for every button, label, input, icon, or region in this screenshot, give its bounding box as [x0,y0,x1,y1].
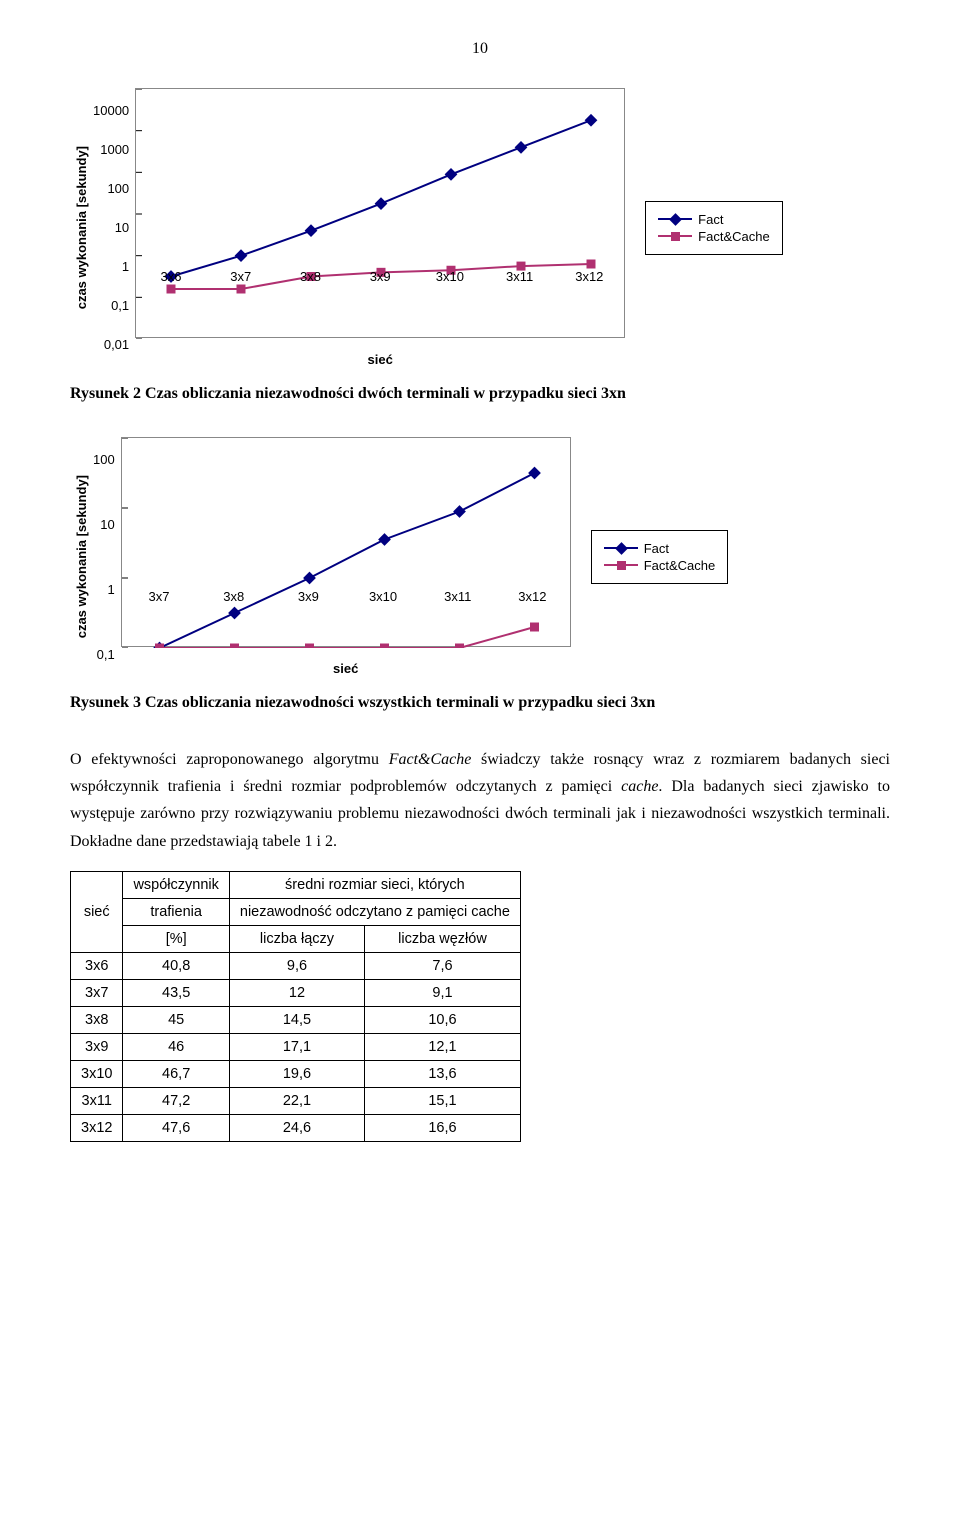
table-cell: 7,6 [365,952,521,979]
table-cell: 3x6 [71,952,123,979]
legend-item: Fact&Cache [604,558,716,573]
table-cell: 16,6 [365,1114,521,1141]
table-cell: 47,6 [123,1114,229,1141]
table-cell: 3x9 [71,1033,123,1060]
table-row: 3x84514,510,6 [71,1006,521,1033]
body-paragraph: O efektywności zaproponowanego algorytmu… [70,746,890,855]
ytick: 100 [93,452,115,467]
ytick: 0,01 [104,337,129,352]
xtick: 3x8 [276,269,346,284]
table-cell: 3x11 [71,1087,123,1114]
table-row: 3x1147,222,115,1 [71,1087,521,1114]
table-cell: 12 [229,979,364,1006]
legend-item: Fact&Cache [658,229,770,244]
th-laczy: liczba łączy [229,925,364,952]
table-row: 3x94617,112,1 [71,1033,521,1060]
legend-item: Fact [658,212,770,227]
table-row: 3x640,89,67,6 [71,952,521,979]
legend-label: Fact&Cache [644,558,716,573]
xtick: 3x10 [346,589,421,604]
legend-label: Fact [644,541,669,556]
figure3-caption: Rysunek 3 Czas obliczania niezawodności … [70,694,890,712]
table-cell: 13,6 [365,1060,521,1087]
ytick: 100 [107,181,129,196]
chart1-xticks: 3x63x73x83x93x103x113x12 [136,269,624,284]
th-cache: niezawodność odczytano z pamięci cache [229,898,520,925]
xtick: 3x9 [345,269,415,284]
table-row: 3x743,5129,1 [71,979,521,1006]
diamond-icon [604,547,638,549]
table-row: 3x1046,719,613,6 [71,1060,521,1087]
chart2-ylabel: czas wykonania [sekundy] [70,475,93,638]
xtick: 3x11 [420,589,495,604]
xtick: 3x7 [122,589,197,604]
chart-1: czas wykonania [sekundy] 100001000100101… [70,88,890,367]
xtick: 3x10 [415,269,485,284]
table-cell: 45 [123,1006,229,1033]
th-wsp1: współczynnik [123,871,229,898]
xtick: 3x8 [196,589,271,604]
table-cell: 3x7 [71,979,123,1006]
page-number: 10 [70,40,890,58]
ytick: 1 [122,259,129,274]
table-cell: 14,5 [229,1006,364,1033]
table-cell: 15,1 [365,1087,521,1114]
th-pct: [%] [123,925,229,952]
table-cell: 9,1 [365,979,521,1006]
ytick: 0,1 [97,647,115,662]
square-icon [604,564,638,566]
figure2-caption: Rysunek 2 Czas obliczania niezawodności … [70,385,890,403]
chart2-xticks: 3x73x83x93x103x113x12 [122,589,570,604]
xtick: 3x11 [485,269,555,284]
chart1-yticks: 10000 1000 100 10 1 0,1 0,01 [93,103,135,353]
ytick: 1 [107,582,114,597]
ytick: 10 [115,220,129,235]
chart-2: czas wykonania [sekundy] 1001010,1 3x73x… [70,437,890,676]
table-cell: 40,8 [123,952,229,979]
table-cell: 9,6 [229,952,364,979]
table-cell: 12,1 [365,1033,521,1060]
th-wezlow: liczba węzłów [365,925,521,952]
table-cell: 17,1 [229,1033,364,1060]
chart2-xlabel: sieć [121,661,571,676]
chart1-xlabel: sieć [135,352,625,367]
chart2-legend: Fact Fact&Cache [591,530,729,584]
xtick: 3x9 [271,589,346,604]
th-wsp2: trafienia [123,898,229,925]
th-top: średni rozmiar sieci, których [229,871,520,898]
chart1-legend: Fact Fact&Cache [645,201,783,255]
ytick: 10 [100,517,114,532]
table-cell: 3x12 [71,1114,123,1141]
table-cell: 10,6 [365,1006,521,1033]
legend-label: Fact&Cache [698,229,770,244]
xtick: 3x12 [554,269,624,284]
diamond-icon [658,218,692,220]
chart2-yticks: 100 10 1 0,1 [93,452,121,662]
table-cell: 47,2 [123,1087,229,1114]
table-cell: 22,1 [229,1087,364,1114]
table-cell: 46,7 [123,1060,229,1087]
table-cell: 46 [123,1033,229,1060]
chart1-ylabel: czas wykonania [sekundy] [70,146,93,309]
results-table: sieć współczynnik średni rozmiar sieci, … [70,871,521,1142]
square-icon [658,235,692,237]
table-cell: 19,6 [229,1060,364,1087]
ytick: 0,1 [111,298,129,313]
table-cell: 3x8 [71,1006,123,1033]
chart2-plot: 3x73x83x93x103x113x12 [121,437,571,647]
legend-item: Fact [604,541,716,556]
xtick: 3x7 [206,269,276,284]
table-cell: 24,6 [229,1114,364,1141]
ytick: 1000 [100,142,129,157]
table-cell: 3x10 [71,1060,123,1087]
chart1-plot: 3x63x73x83x93x103x113x12 [135,88,625,338]
th-siec: sieć [71,871,123,952]
legend-label: Fact [698,212,723,227]
xtick: 3x6 [136,269,206,284]
xtick: 3x12 [495,589,570,604]
table-row: 3x1247,624,616,6 [71,1114,521,1141]
table-cell: 43,5 [123,979,229,1006]
ytick: 10000 [93,103,129,118]
